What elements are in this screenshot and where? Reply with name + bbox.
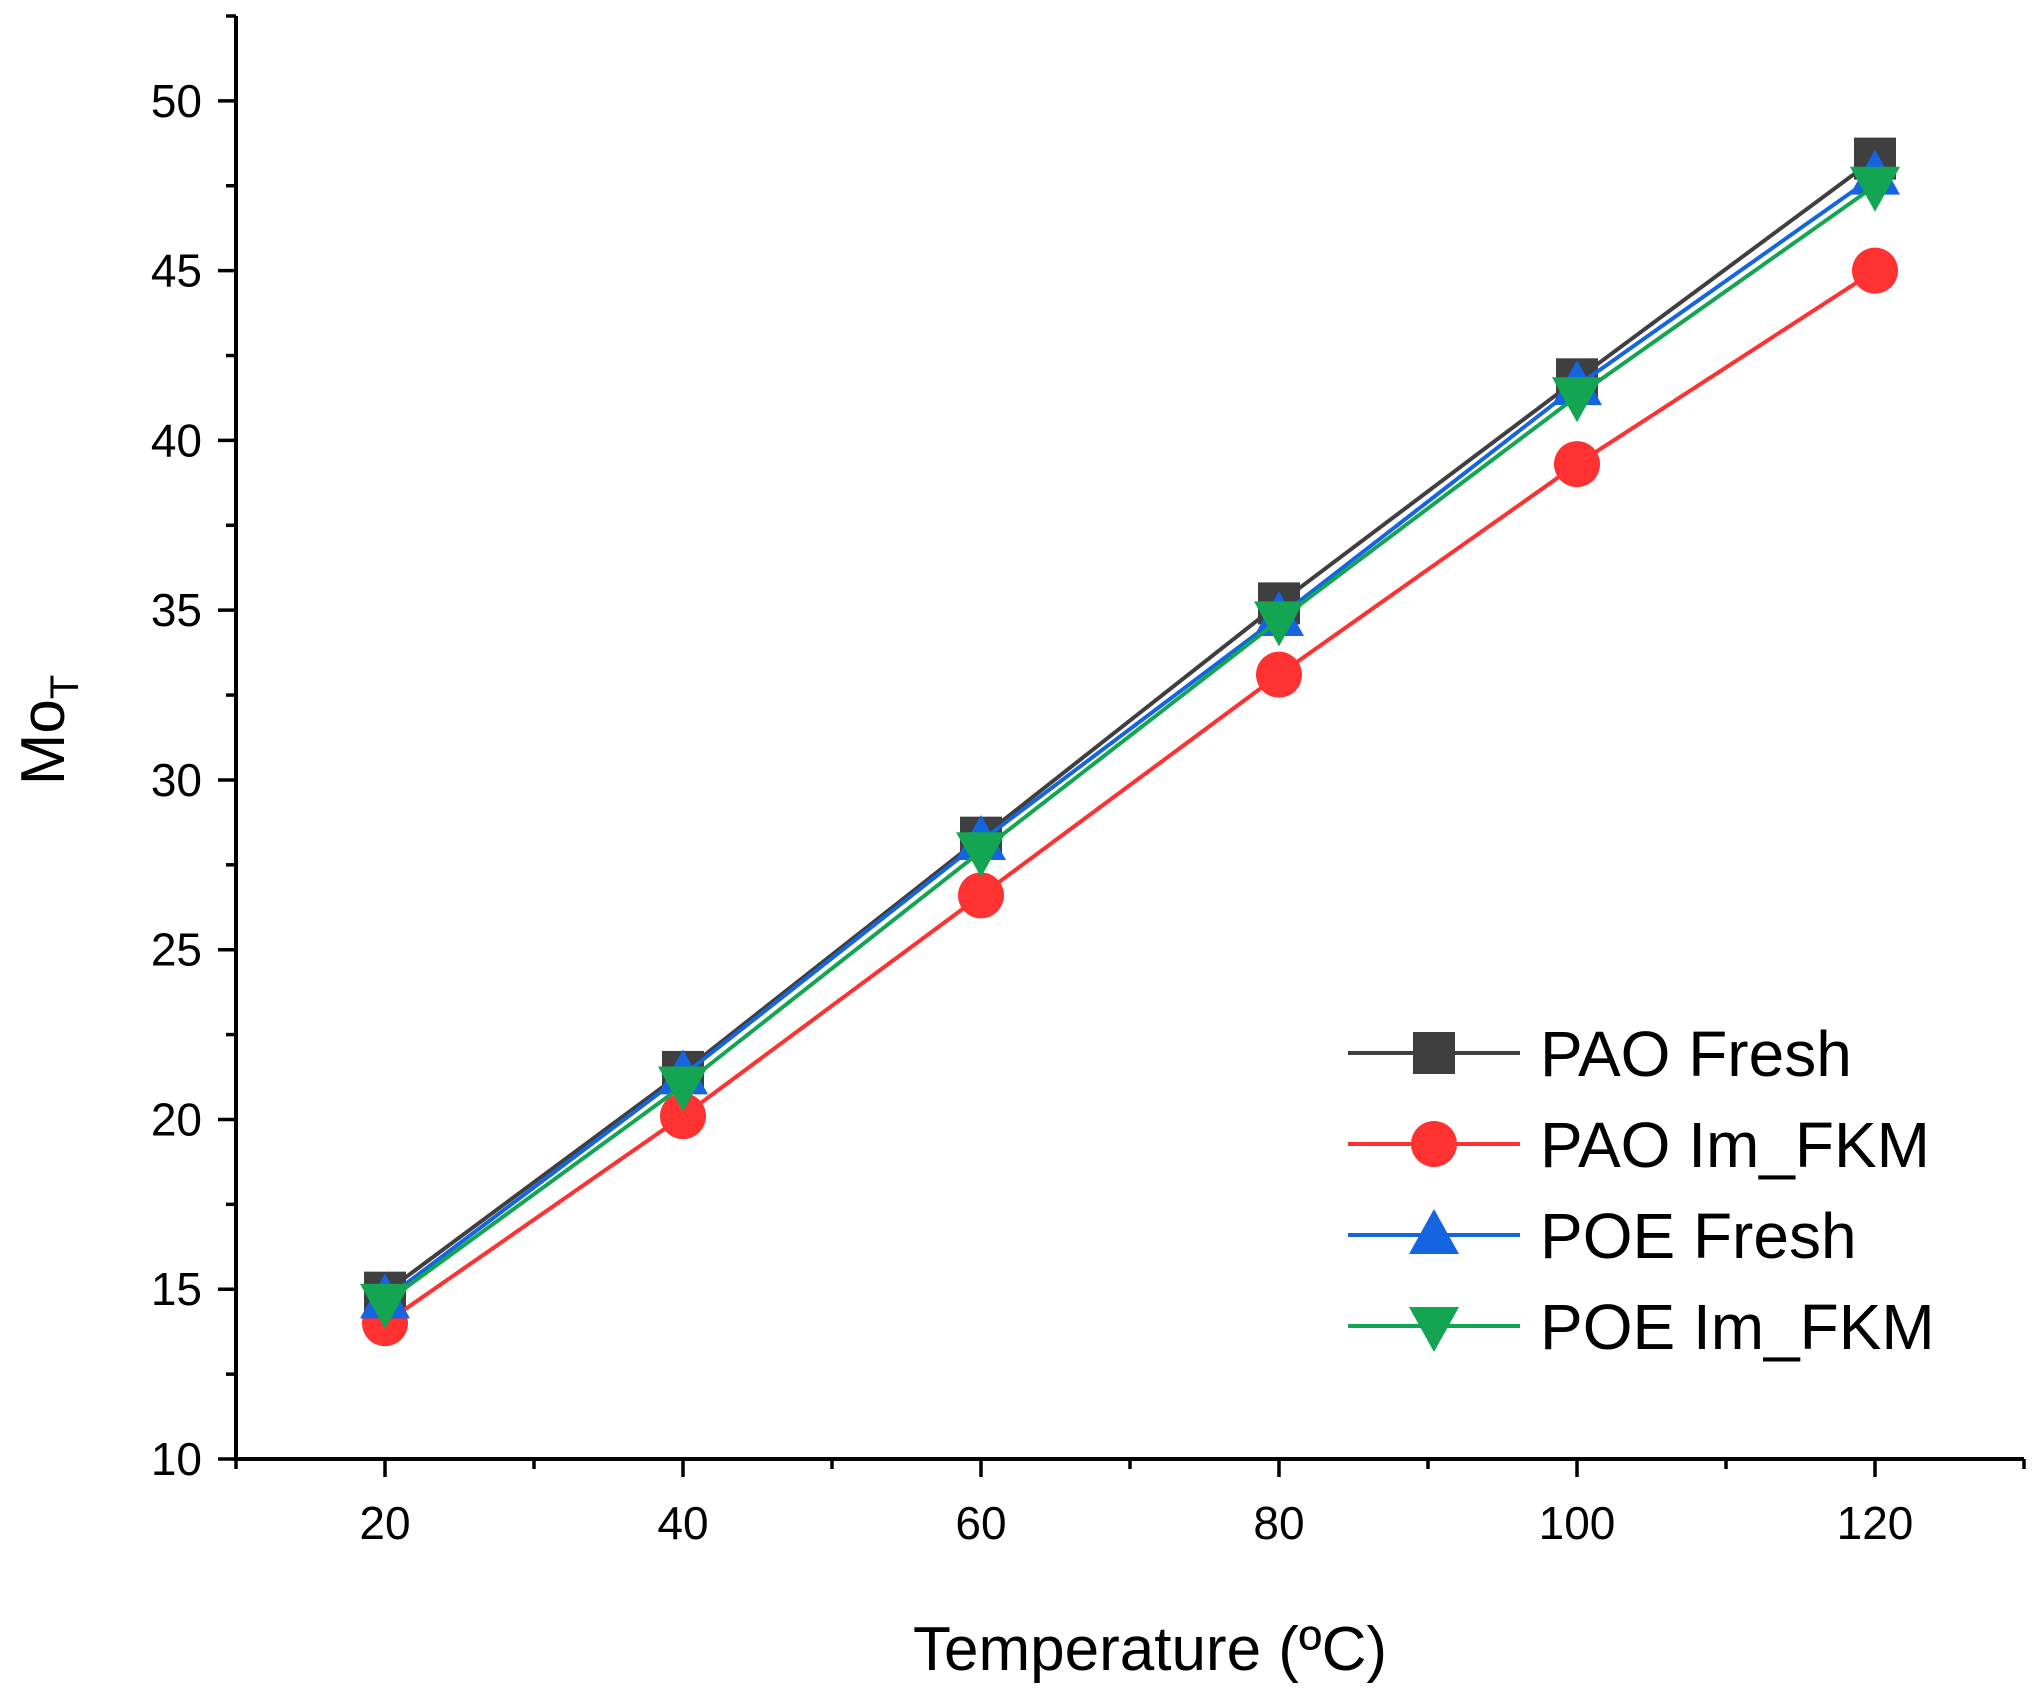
x-tick-label: 20 bbox=[359, 1497, 410, 1549]
y-tick-label: 30 bbox=[151, 754, 202, 806]
data-point bbox=[956, 832, 1006, 878]
y-tick-label: 25 bbox=[151, 924, 202, 976]
data-point bbox=[958, 872, 1004, 919]
series-poe-im-fkm bbox=[360, 166, 1900, 1329]
legend-item: POE Fresh bbox=[1348, 1200, 1857, 1272]
data-point bbox=[1256, 651, 1302, 698]
data-point bbox=[658, 1066, 708, 1112]
y-tick-label: 10 bbox=[151, 1433, 202, 1485]
data-point bbox=[360, 1283, 410, 1329]
legend-label: PAO Fresh bbox=[1540, 1018, 1852, 1090]
legend-label: POE Fresh bbox=[1540, 1200, 1857, 1272]
legend-marker bbox=[1413, 1032, 1455, 1074]
series-line bbox=[383, 156, 1877, 1295]
x-tick-label: 120 bbox=[1837, 1497, 1914, 1549]
y-tick-label: 50 bbox=[151, 75, 202, 127]
legend-marker bbox=[1409, 1307, 1459, 1352]
series-line bbox=[383, 173, 1877, 1302]
legend-marker bbox=[1411, 1121, 1457, 1167]
x-axis-title: Temperature (ºC) bbox=[913, 1615, 1387, 1684]
legend-item: POE Im_FKM bbox=[1348, 1291, 1935, 1363]
data-point bbox=[1850, 166, 1900, 212]
y-tick-label: 20 bbox=[151, 1093, 202, 1145]
y-tick-label: 40 bbox=[151, 414, 202, 466]
series-line bbox=[383, 268, 1877, 1325]
y-axis-title: MoT bbox=[9, 675, 87, 786]
data-point bbox=[1554, 441, 1600, 488]
x-tick-label: 60 bbox=[955, 1497, 1006, 1549]
y-axis-title-subscript: T bbox=[43, 675, 87, 699]
y-tick-label: 45 bbox=[151, 245, 202, 297]
legend-item: PAO Im_FKM bbox=[1348, 1109, 1930, 1181]
x-tick-label: 80 bbox=[1253, 1497, 1304, 1549]
y-axis: 10 15 20 25 30 35 40 45 50 bbox=[151, 14, 236, 1485]
legend-item: PAO Fresh bbox=[1348, 1018, 1852, 1090]
y-tick-label: 35 bbox=[151, 584, 202, 636]
data-point bbox=[1254, 601, 1304, 647]
y-axis-title-main: Mo bbox=[9, 699, 78, 785]
series-line bbox=[383, 184, 1877, 1305]
legend-marker bbox=[1409, 1209, 1459, 1254]
series-layer bbox=[360, 137, 1900, 1347]
x-tick-label: 100 bbox=[1539, 1497, 1616, 1549]
series-pao-im-fkm bbox=[362, 247, 1898, 1347]
y-tick-label: 15 bbox=[151, 1263, 202, 1315]
x-axis: 20 40 60 80 100 120 bbox=[234, 1459, 2026, 1549]
data-point bbox=[1552, 377, 1602, 423]
legend: PAO Fresh PAO Im_FKM POE Fresh POE Im_FKM bbox=[1348, 1018, 1935, 1363]
data-point bbox=[1852, 247, 1898, 294]
data-point bbox=[660, 1093, 706, 1140]
x-tick-label: 40 bbox=[657, 1497, 708, 1549]
legend-label: POE Im_FKM bbox=[1540, 1291, 1935, 1363]
legend-label: PAO Im_FKM bbox=[1540, 1109, 1930, 1181]
